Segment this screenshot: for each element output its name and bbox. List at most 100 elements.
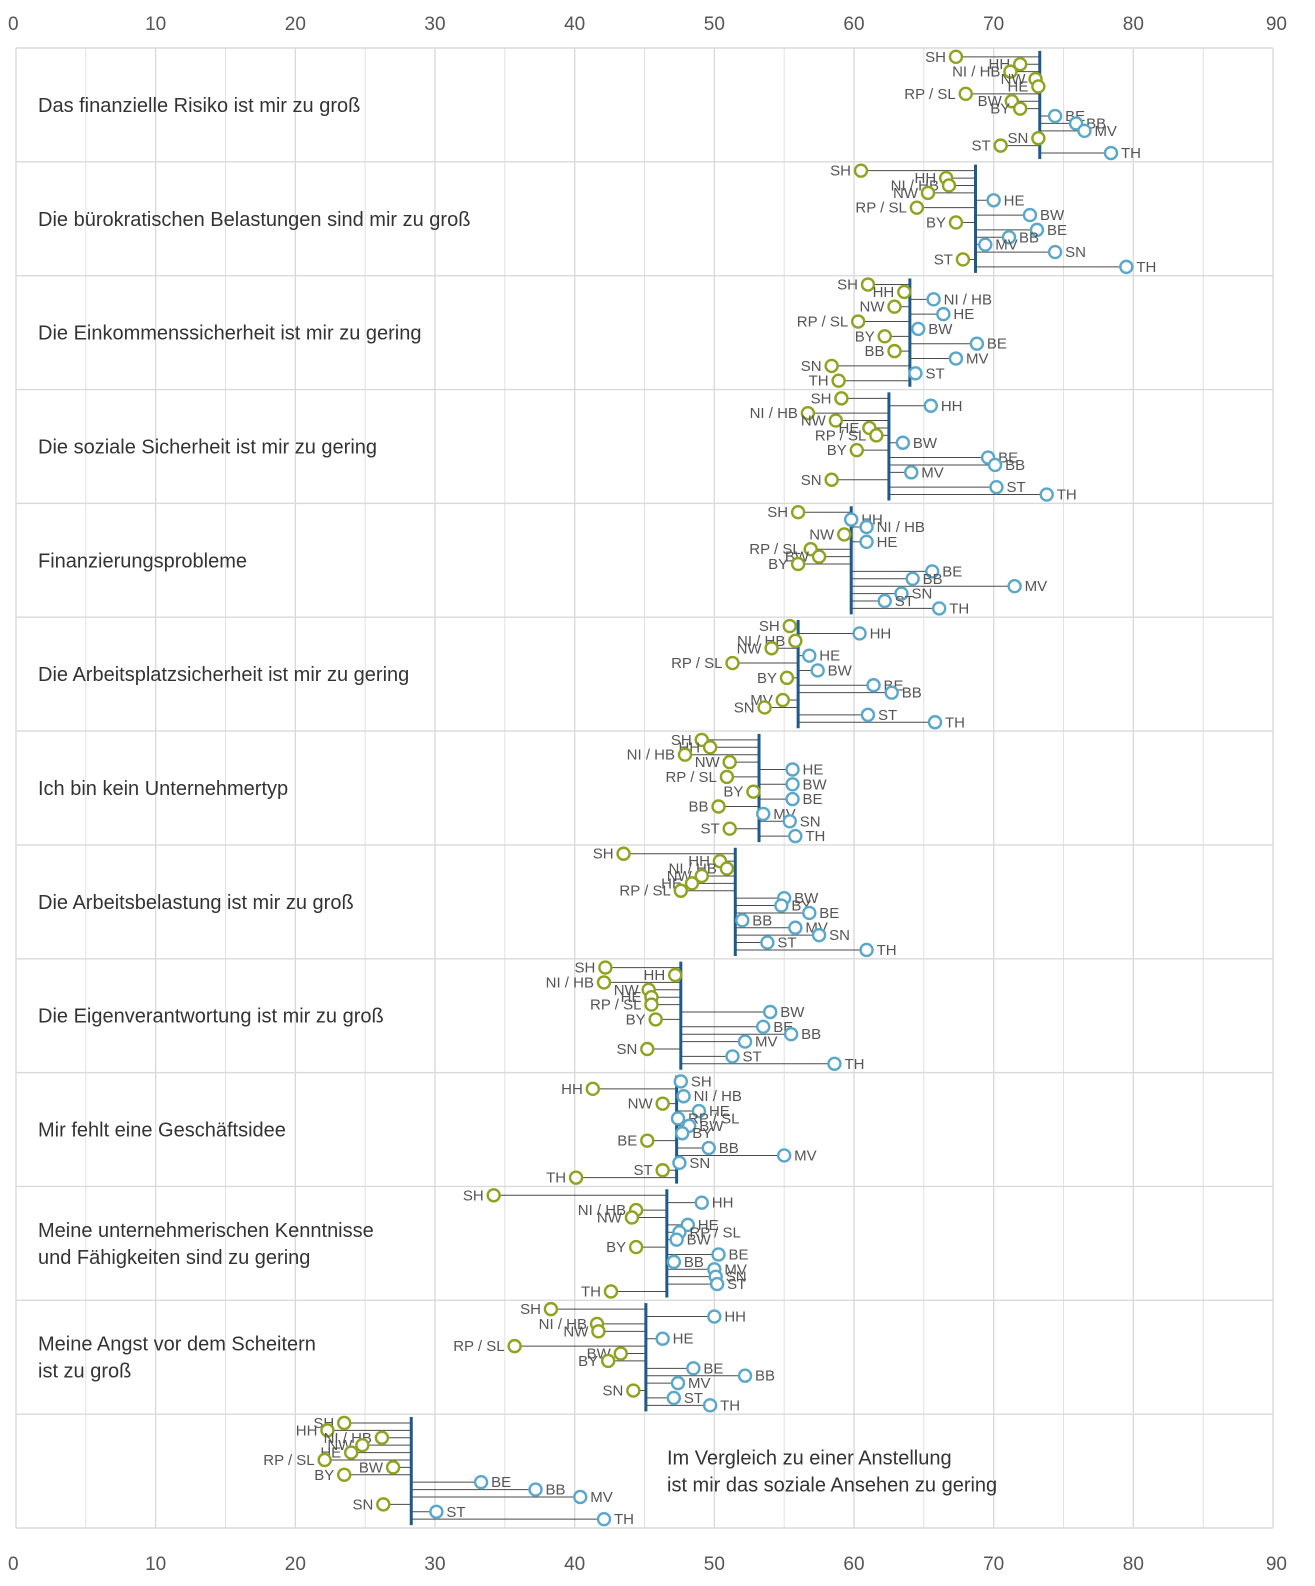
data-point [543, 1301, 559, 1317]
point-label: RP / SL [688, 1110, 739, 1127]
point-label: BY [757, 670, 777, 687]
category-label-line: Ich bin kein Unternehmertyp [38, 778, 288, 800]
point-label: NI / HB [694, 1088, 742, 1105]
data-point [598, 960, 613, 975]
point-label: NW [1001, 71, 1027, 88]
point-label: BY [827, 442, 847, 459]
data-point [837, 527, 852, 542]
category-label-line: Die bürokratischen Belastungen sind mir … [38, 209, 470, 231]
data-point [763, 1004, 778, 1020]
point-label: TH [1121, 145, 1141, 162]
point-label: ST [742, 1048, 761, 1065]
point-label: MV [995, 237, 1018, 254]
data-point [869, 428, 884, 443]
data-point [788, 633, 803, 649]
data-point [666, 1390, 682, 1406]
data-point [941, 178, 957, 193]
point-label: HE [621, 989, 642, 1006]
x-tick-label-bottom: 50 [704, 1554, 725, 1575]
data-point [866, 678, 881, 693]
point-label: BB [801, 1026, 821, 1043]
data-point [429, 1504, 444, 1519]
point-label: NW [628, 1096, 654, 1113]
data-point [844, 512, 859, 527]
data-point [603, 1284, 619, 1299]
point-label: SN [602, 1383, 623, 1400]
category-label: Finanzierungsprobleme [38, 550, 247, 572]
data-point [884, 685, 899, 700]
point-label: RP / SL [749, 541, 800, 558]
category-label-line: Das finanzielle Risiko ist mir zu groß [38, 95, 360, 117]
point-label: MV [1025, 578, 1048, 595]
x-axis-bottom: 0 10 20 30 40 50 60 70 80 90 [8, 1554, 1287, 1575]
point-label: TH [805, 828, 825, 845]
category-label-line: Die Arbeitsbelastung ist mir zu groß [38, 892, 354, 914]
point-label: SN [801, 358, 822, 375]
data-point [828, 413, 844, 428]
data-point [628, 1239, 644, 1255]
point-label: BB [752, 912, 772, 929]
point-label: BY [606, 1239, 626, 1256]
point-label: RP / SL [689, 1224, 740, 1241]
data-point [877, 593, 892, 609]
data-point [788, 828, 803, 844]
point-label: HE [698, 1217, 719, 1234]
data-point [887, 343, 902, 359]
point-label: TH [581, 1283, 601, 1300]
data-point [672, 1155, 687, 1171]
point-label: BY [692, 1125, 712, 1142]
data-point [948, 49, 964, 65]
point-label: HE [953, 306, 974, 323]
data-point [931, 601, 947, 616]
point-label: SN [829, 927, 850, 944]
point-label: RP / SL [671, 655, 722, 672]
point-label: SH [593, 846, 614, 863]
point-label: MV [590, 1489, 613, 1506]
x-tick-label-top: 80 [1123, 14, 1144, 35]
data-point [320, 1423, 335, 1438]
point-label: BW [803, 776, 828, 793]
point-label: BW [913, 435, 938, 452]
category-label-line: Die Eigenverantwortung ist mir zu groß [38, 1006, 384, 1028]
grid-lines [15, 48, 1274, 1528]
data-point [811, 549, 827, 564]
point-label: TH [809, 373, 829, 390]
point-label: SN [352, 1496, 373, 1513]
point-label: TH [844, 1056, 864, 1073]
data-point [860, 277, 876, 292]
data-point [677, 747, 693, 762]
data-point [675, 1126, 690, 1141]
point-label: HH [915, 170, 937, 187]
point-label: TH [546, 1170, 566, 1187]
data-point [887, 299, 902, 314]
point-label: HH [688, 853, 710, 870]
data-point [600, 1353, 616, 1369]
point-label: RP / SL [619, 883, 670, 900]
data-point [694, 1195, 709, 1210]
point-label: BY [314, 1467, 334, 1484]
point-label: SN [616, 1041, 637, 1058]
data-point [669, 1232, 684, 1247]
point-label: RP / SL [904, 86, 955, 103]
point-label: NW [614, 982, 640, 999]
point-label: SN [726, 1269, 747, 1286]
point-label: SH [575, 960, 596, 977]
point-label: MV [724, 1261, 747, 1278]
point-label: BY [990, 101, 1010, 118]
category-label-line: und Fähigkeiten sind zu gering [38, 1247, 310, 1269]
point-label: BW [780, 1004, 805, 1021]
data-point [1031, 79, 1046, 94]
point-label: BW [359, 1459, 384, 1476]
data-point [810, 663, 825, 678]
data-point [355, 1437, 370, 1453]
data-point [337, 1415, 352, 1431]
x-tick-label-top: 70 [983, 14, 1004, 35]
category-label-line: Die Einkommenssicherheit ist mir zu geri… [38, 323, 421, 345]
data-point [920, 185, 936, 201]
data-point [958, 86, 973, 102]
data-point [1013, 101, 1028, 116]
